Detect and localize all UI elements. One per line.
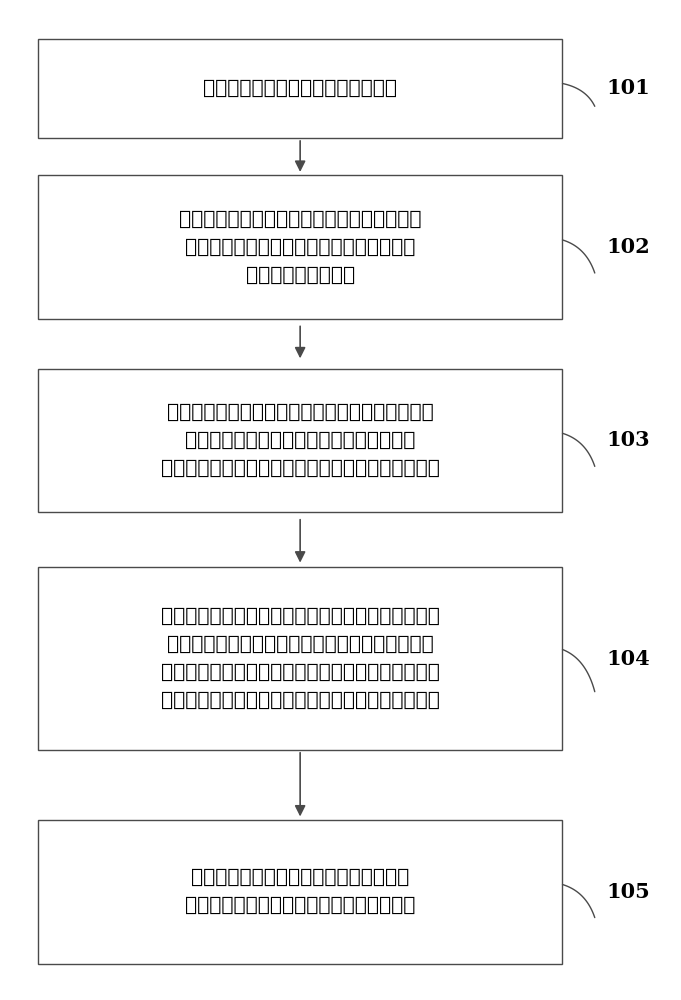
FancyBboxPatch shape (38, 567, 563, 750)
Text: 101: 101 (606, 78, 650, 98)
Text: 105: 105 (606, 882, 650, 902)
Text: 103: 103 (606, 430, 650, 450)
Text: 104: 104 (606, 649, 650, 669)
Text: 获取选取的木台材料的许用强度；根据选取的木台
材料的许用强度和木台的受力数据分别计算
抗弯安全系数、抗剪安全系数和最大剪应力安全系数: 获取选取的木台材料的许用强度；根据选取的木台 材料的许用强度和木台的受力数据分别… (161, 403, 439, 478)
Text: 获取垫木结构参数和板包木托架的工况条件，
根据垫木结构参数和板包木托架的工况条件
计算木台的受力数据: 获取垫木结构参数和板包木托架的工况条件， 根据垫木结构参数和板包木托架的工况条件… (179, 210, 422, 285)
Text: 102: 102 (606, 237, 650, 257)
FancyBboxPatch shape (38, 369, 563, 512)
FancyBboxPatch shape (38, 820, 563, 964)
Text: 以减轻木台重量为目标选取木台材料: 以减轻木台重量为目标选取木台材料 (203, 79, 397, 98)
Text: 若选取的木台材料满足木台的使用需求，
则根据选取的木台材料对木台结构进行优化: 若选取的木台材料满足木台的使用需求， 则根据选取的木台材料对木台结构进行优化 (185, 868, 415, 915)
FancyBboxPatch shape (38, 175, 563, 319)
Text: 获取选取的木台材料的安全系数；判断抗弯安全系数
、抗剪安全系数、最大剪应力安全系数是否均大于
选取的木台材料的安全系数，若均大于选取的木台材
料的安全系数，则选: 获取选取的木台材料的安全系数；判断抗弯安全系数 、抗剪安全系数、最大剪应力安全系… (161, 607, 439, 710)
FancyBboxPatch shape (38, 39, 563, 138)
